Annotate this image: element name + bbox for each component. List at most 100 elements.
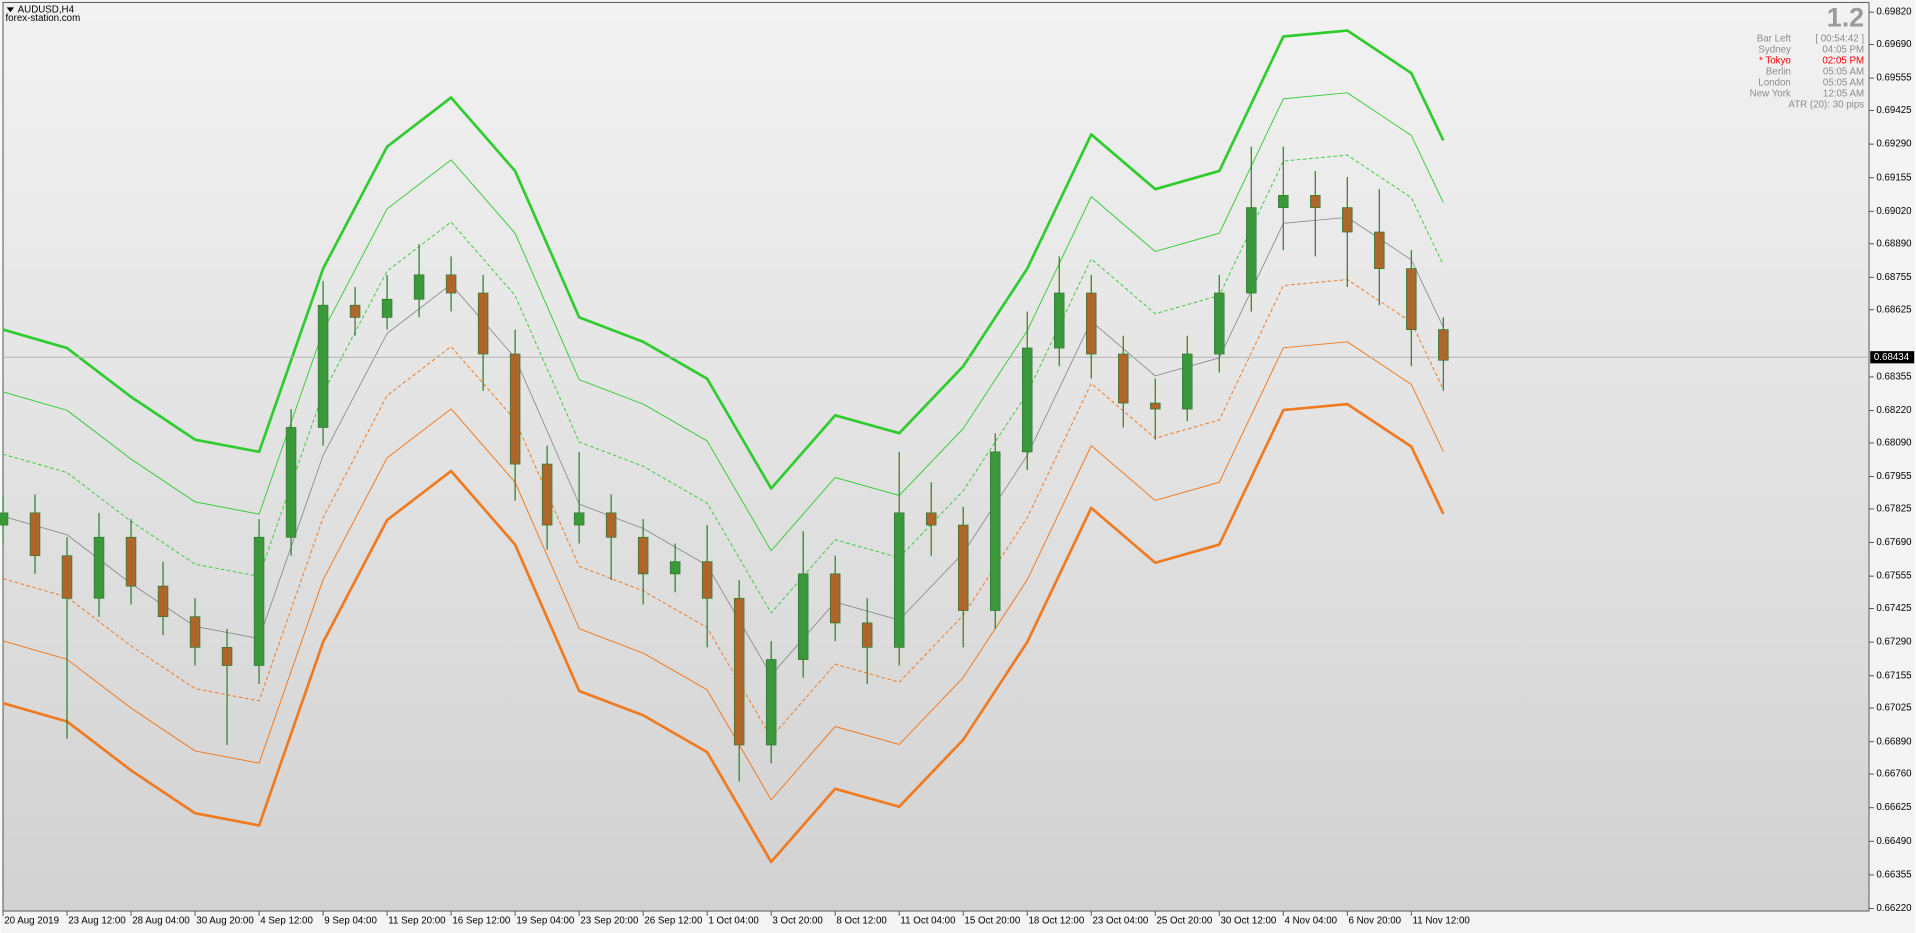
info-label: Bar Left [1757,34,1791,45]
candle-body [1150,402,1161,410]
y-tick-label: 0.67025 [1876,703,1912,714]
y-tick-label: 0.68625 [1876,304,1912,315]
band-line [2,154,1444,614]
candle-body [253,536,265,666]
y-tick-label: 0.67155 [1876,670,1912,681]
info-value: 12:05 AM [1823,89,1864,100]
candle-body [413,274,425,300]
candle-body [61,555,73,599]
x-tick-label: 20 Aug 2019 [4,915,59,926]
info-label: * Tokyo [1759,56,1791,67]
candle-body [1310,195,1321,208]
candle-body [701,561,713,599]
x-tick-label: 30 Aug 20:00 [196,915,254,926]
x-tick-label: 4 Nov 04:00 [1285,915,1338,926]
y-tick-label: 0.66220 [1876,903,1912,914]
candle-body [285,427,297,538]
y-tick-label: 0.69020 [1876,206,1912,217]
y-tick-label: 0.66890 [1876,736,1912,747]
x-tick-label: 30 Oct 12:00 [1221,915,1277,926]
candle-body [445,274,457,294]
band-line [2,279,1444,738]
info-value: 02:05 PM [1822,56,1864,67]
y-tick-label: 0.66355 [1876,869,1912,880]
candle-body [861,622,873,648]
candle-body [1342,207,1353,233]
y-tick-label: 0.68355 [1876,372,1912,383]
candle-body [221,646,233,666]
x-tick-label: 26 Sep 12:00 [644,915,703,926]
info-value: 05:05 AM [1823,78,1864,89]
candle-body [1374,231,1385,269]
info-label: Sydney [1758,45,1791,56]
candle-body [349,304,361,318]
symbol-title: AUDUSD,H4 [18,4,75,15]
x-tick-label: 9 Sep 04:00 [324,915,377,926]
candle-body [509,353,521,465]
candle-body [29,512,41,557]
y-tick-label: 0.67825 [1876,503,1912,514]
y-tick-label: 0.68220 [1876,405,1912,416]
info-label: London [1758,78,1791,89]
info-value: 04:05 PM [1822,45,1864,56]
current-price-box [1870,351,1915,364]
info-footer: ATR (20): 30 pips [1788,100,1864,111]
candle-body [93,536,105,599]
candle-body [189,616,201,648]
candle-body [381,298,393,318]
candle-body [1182,353,1193,410]
x-tick-label: 3 Oct 20:00 [772,915,823,926]
candle-body [733,597,745,746]
y-tick-label: 0.67425 [1876,603,1912,614]
x-tick-label: 4 Sep 12:00 [260,915,313,926]
x-tick-label: 23 Sep 20:00 [580,915,639,926]
candle-body [1438,329,1449,361]
version: 1.2 [1827,3,1864,33]
candle-body [989,451,1001,611]
candle-body [1021,347,1033,453]
candle-body [541,463,553,526]
y-tick-label: 0.69690 [1876,39,1912,50]
x-tick-label: 11 Oct 04:00 [900,915,956,926]
y-tick-label: 0.68090 [1876,437,1912,448]
y-tick-label: 0.69555 [1876,73,1912,84]
y-tick-label: 0.69425 [1876,105,1912,116]
candle-body [829,573,841,624]
candle-body [317,304,329,428]
candle-body [157,585,169,618]
band-line [2,92,1444,552]
x-tick-label: 18 Oct 12:00 [1028,915,1084,926]
y-tick-label: 0.67290 [1876,637,1912,648]
candle-body [893,512,905,648]
candle-body [1053,292,1065,349]
candle-body [1278,195,1289,208]
y-tick-label: 0.66490 [1876,836,1912,847]
info-value: 05:05 AM [1823,67,1864,78]
x-tick-label: 8 Oct 12:00 [836,915,887,926]
candle-body [797,573,809,660]
candle-body [573,512,585,526]
band-line [2,29,1445,490]
candle-body [605,512,617,538]
candle-body [477,292,489,355]
x-tick-label: 6 Nov 20:00 [1349,915,1402,926]
y-tick-label: 0.67690 [1876,537,1912,548]
menu-triangle[interactable] [6,7,15,13]
x-tick-label: 28 Aug 04:00 [132,915,190,926]
candle-body [765,659,777,746]
candle-body [1214,292,1225,355]
candle-body [1406,268,1417,330]
candle-body [0,512,9,526]
x-tick-label: 1 Oct 04:00 [708,915,759,926]
marks [0,29,1870,864]
watermark: forex-station.com [5,13,80,24]
x-tick-label: 16 Sep 12:00 [452,915,511,926]
candle-body [1246,207,1257,294]
candle-body [1118,353,1129,404]
candle-body [669,561,681,575]
y-tick-label: 0.68755 [1876,272,1912,283]
x-tick-label: 11 Nov 12:00 [1413,915,1471,926]
y-tick-label: 0.69820 [1876,7,1912,18]
y-tick-label: 0.68890 [1876,238,1912,249]
